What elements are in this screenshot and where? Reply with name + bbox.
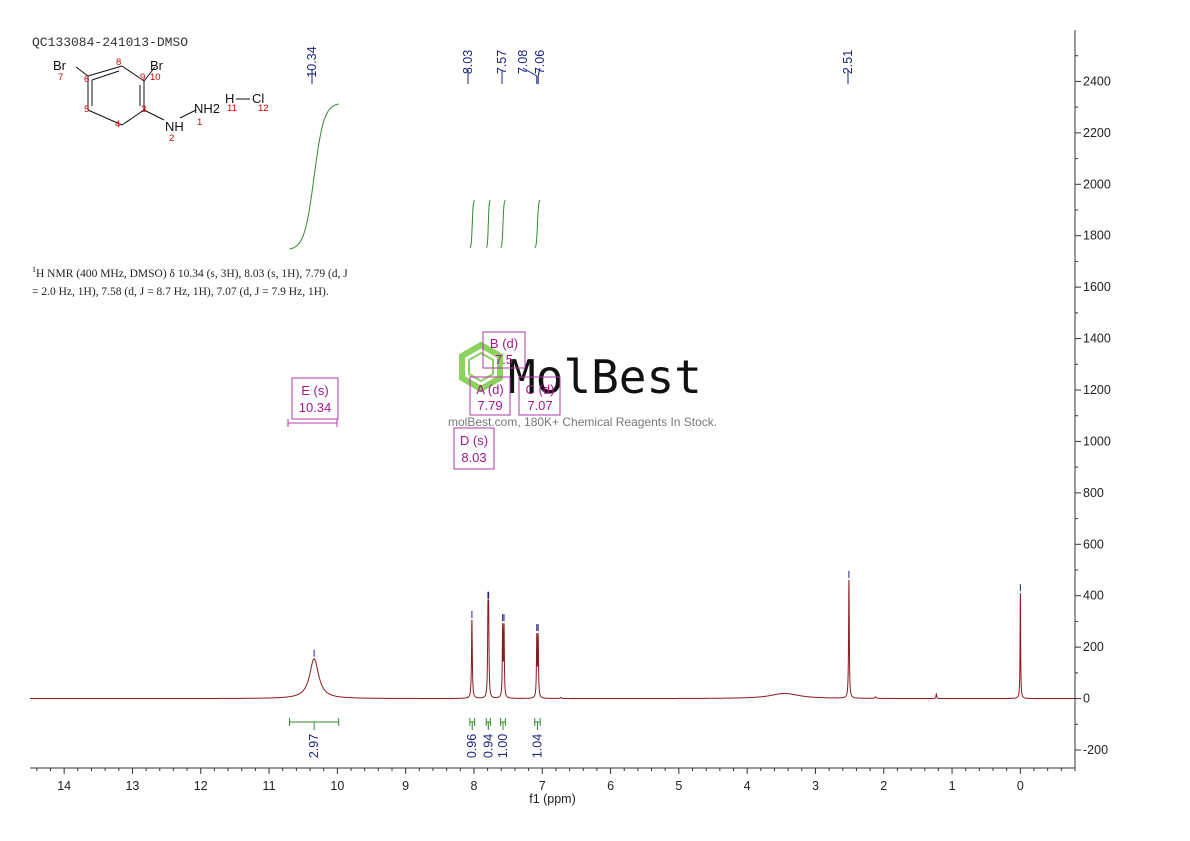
nmr-description-text-1: H NMR (400 MHz, DMSO) δ 10.34 (s, 3H), 8… — [36, 268, 348, 280]
atom-number-5: 5 — [84, 104, 89, 115]
multiplet-a-shift: 7.79 — [477, 398, 502, 413]
spectrum — [30, 570, 1075, 700]
x-axis-title: f1 (ppm) — [529, 792, 576, 806]
atom-number-2: 2 — [169, 133, 174, 144]
peak-label: 10.34 — [305, 46, 319, 77]
integral-curves — [289, 103, 541, 250]
multiplet-d-shift: 8.03 — [461, 450, 486, 465]
y-tick-label: 1600 — [1083, 280, 1111, 294]
nmr-nucleus-superscript: 1 — [32, 265, 36, 274]
x-tick-label: 5 — [675, 779, 682, 793]
atom-number-3: 3 — [141, 104, 146, 115]
x-tick-label: 1 — [949, 779, 956, 793]
multiplet-box-a: A (d) 7.79 — [469, 376, 511, 416]
multiplet-b-name: B (d) — [490, 336, 518, 351]
peak-label: 7.57 — [495, 50, 509, 74]
atom-number-11: 11 — [227, 103, 237, 114]
nmr-description-line-2: = 2.0 Hz, 1H), 7.58 (d, J = 8.7 Hz, 1H),… — [32, 286, 329, 298]
spectrum-line — [30, 579, 1075, 700]
x-tick-label: 14 — [57, 779, 71, 793]
peak-label: 8.03 — [461, 50, 475, 74]
atom-cl: Cl — [252, 91, 264, 106]
y-tick-label: 2000 — [1083, 177, 1111, 191]
nmr-description-line-1: 1H NMR (400 MHz, DMSO) δ 10.34 (s, 3H), … — [32, 265, 348, 280]
peak-label-connector — [522, 67, 538, 77]
multiplet-b-shift: 7.5 — [495, 352, 513, 367]
chemical-structure: Br Br NH NH2 H Cl 7 6 8 9 10 5 3 4 2 1 1… — [53, 57, 269, 144]
multiplet-d-name: D (s) — [460, 433, 488, 448]
integral-curve — [500, 199, 506, 249]
peak-label: 7.06 — [533, 50, 547, 74]
x-tick-label: 11 — [263, 779, 276, 793]
x-tick-label: 9 — [402, 779, 409, 793]
sample-id: QC133084-241013-DMSO — [32, 35, 188, 50]
watermark-tagline: molBest.com, 180K+ Chemical Reagents In … — [448, 415, 717, 429]
x-tick-label: 8 — [470, 779, 477, 793]
multiplet-c-shift: 7.07 — [527, 398, 552, 413]
atom-number-12: 12 — [258, 103, 269, 114]
watermark-hexagon-icon — [459, 341, 503, 393]
integral-curve — [469, 199, 475, 249]
y-tick-label: 600 — [1083, 537, 1104, 551]
x-tick-label: 13 — [125, 779, 139, 793]
atom-nh2: NH2 — [194, 101, 220, 116]
y-tick-label: 400 — [1083, 589, 1104, 603]
y-tick-label: 1800 — [1083, 229, 1111, 243]
atom-nh: NH — [165, 119, 184, 134]
atom-number-6: 6 — [84, 74, 89, 85]
y-tick-label: 0 — [1083, 692, 1090, 706]
peak-label-connector — [537, 67, 541, 77]
integral-curve — [289, 103, 339, 250]
integral-value: 2.97 — [307, 734, 321, 758]
y-tick-label: 2200 — [1083, 126, 1111, 140]
x-tick-label: 3 — [812, 779, 819, 793]
integral-curve — [534, 199, 541, 249]
atom-number-9: 9 — [140, 72, 145, 83]
y-tick-label: 1200 — [1083, 383, 1111, 397]
multiplet-e-shift: 10.34 — [299, 400, 332, 415]
peak-label: 7.08 — [516, 50, 530, 74]
integral-value: 0.94 — [481, 734, 495, 758]
multiplet-box-d: D (s) 8.03 — [453, 427, 495, 470]
atom-br-right: Br — [150, 58, 164, 73]
integral-value: 1.04 — [530, 734, 544, 758]
x-tick-label: 4 — [744, 779, 751, 793]
integral-curve — [485, 199, 491, 249]
integral-value: 1.00 — [496, 734, 510, 758]
y-tick-label: 200 — [1083, 640, 1104, 654]
y-tick-label: 2400 — [1083, 74, 1111, 88]
y-tick-label: 1400 — [1083, 332, 1111, 346]
atom-number-7: 7 — [58, 72, 63, 83]
peak-label: 2.51 — [841, 50, 855, 74]
atom-number-8: 8 — [116, 57, 121, 68]
multiplet-e-name: E (s) — [301, 383, 328, 398]
multiplet-box-c: C (d) 7.07 — [518, 376, 561, 416]
integral-value: 0.96 — [465, 734, 479, 758]
peak-labels: 10.34 8.03 7.57 7.08 7.06 2.51 — [305, 46, 855, 84]
y-tick-label: 800 — [1083, 486, 1104, 500]
x-tick-label: 7 — [539, 779, 546, 793]
atom-number-10: 10 — [150, 72, 161, 83]
multiplet-a-name: A (d) — [476, 382, 503, 397]
axes: 14 13 12 11 10 9 8 7 6 5 4 3 2 1 0f1 (ppm)-20002004006… — [30, 30, 1111, 806]
atom-br-left: Br — [53, 58, 67, 73]
x-tick-label: 0 — [1017, 779, 1024, 793]
multiplet-c-name: C (d) — [526, 382, 555, 397]
atom-number-1: 1 — [197, 117, 202, 128]
x-tick-label: 2 — [880, 779, 887, 793]
y-tick-label: -200 — [1083, 743, 1108, 757]
multiplet-box-e: E (s) 10.34 — [291, 377, 339, 420]
atom-number-4: 4 — [115, 119, 120, 130]
x-tick-label: 6 — [607, 779, 614, 793]
atom-h: H — [225, 91, 234, 106]
y-tick-label: 1000 — [1083, 434, 1111, 448]
multiplet-boxes: B (d) 7.5 A (d) 7.79 C (d) 7.07 E (s) 10… — [287, 331, 561, 470]
x-tick-label: 10 — [330, 779, 344, 793]
multiplet-box-b: B (d) 7.5 — [482, 331, 526, 369]
x-tick-label: 12 — [194, 779, 208, 793]
integration-bars: 2.97 0.96 0.94 1.00 1.04 — [289, 718, 544, 758]
